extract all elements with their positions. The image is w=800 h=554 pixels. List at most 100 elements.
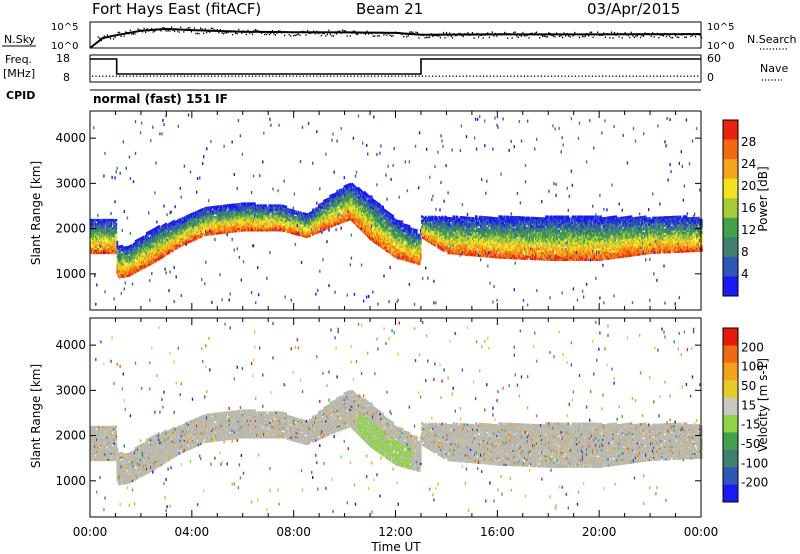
nsky-point [438, 35, 439, 37]
nsky-point [550, 33, 551, 35]
nsky-point [221, 32, 222, 34]
nsky-point [165, 30, 166, 32]
nsky-point [651, 36, 652, 38]
nsky-point [542, 36, 543, 38]
nsky-point [657, 33, 658, 35]
nsky-point [151, 28, 152, 30]
nsky-point [250, 32, 251, 34]
nsky-point [492, 31, 493, 33]
nsky-point [464, 33, 465, 35]
nsky-point [460, 33, 461, 35]
nsky-point [229, 30, 230, 32]
nsky-point [652, 32, 653, 34]
nsky-point [325, 35, 326, 37]
power-noise-point [181, 196, 182, 199]
power-noise-point [104, 152, 105, 155]
nsky-point [519, 35, 520, 37]
nsky-point [600, 35, 601, 37]
nsky-point [626, 34, 627, 36]
nsky-point [308, 33, 309, 35]
nsky-point [377, 35, 378, 37]
nsky-point [463, 36, 464, 38]
nsky-point [188, 27, 189, 29]
nsky-point [406, 36, 407, 38]
power-noise-point [221, 298, 222, 301]
power-noise-point [124, 210, 125, 213]
nsky-point [150, 29, 151, 31]
freq-trace [90, 59, 701, 76]
freq-series-line [90, 59, 701, 74]
power-noise-point [259, 174, 260, 177]
nsky-point [674, 33, 675, 35]
power-noise-point [114, 176, 115, 179]
nsky-point [286, 31, 287, 32]
power-noise-point [148, 211, 149, 214]
nsky-point [244, 32, 245, 33]
power-noise-point [321, 231, 322, 234]
nsky-point [299, 34, 300, 36]
nsky-point [341, 32, 342, 34]
power-noise-point [149, 299, 150, 302]
nsky-point [304, 31, 305, 33]
nsky-point [614, 32, 615, 34]
nsky-point [408, 35, 409, 37]
power-noise-point [201, 278, 202, 281]
nsky-point [336, 33, 337, 35]
power-data-point [117, 251, 119, 254]
power-noise-point [229, 299, 230, 302]
nsky-point [528, 37, 529, 39]
nsky-point [690, 36, 691, 38]
nsky-point [399, 32, 400, 34]
nsky-point [119, 32, 120, 34]
power-noise-point [362, 142, 363, 145]
power-noise-point [379, 152, 380, 155]
power-noise-point [176, 275, 177, 278]
nsky-point [533, 34, 534, 36]
power-noise-point [284, 180, 285, 183]
nsky-point [382, 32, 383, 33]
nsky-point [473, 37, 474, 39]
power-noise-point [174, 266, 175, 269]
nsky-point [261, 33, 262, 35]
nsky-point [168, 30, 169, 32]
nsky-point [255, 29, 256, 31]
nsky-point [370, 32, 371, 34]
power-data-point [158, 225, 160, 228]
nsky-point [490, 33, 491, 35]
nsky-point [446, 32, 447, 34]
nsky-point [619, 36, 620, 38]
nsky-tick-bottom-right: 10^0 [707, 41, 734, 52]
power-noise-point [135, 152, 136, 155]
nsky-point [502, 34, 503, 36]
nsky-point [501, 33, 502, 35]
nsky-point [391, 35, 392, 37]
nsky-point [121, 36, 122, 38]
nsky-point [509, 33, 510, 35]
power-data-point [286, 206, 288, 209]
nsky-point [267, 32, 268, 34]
nsky-point [545, 36, 546, 38]
nsky-point [429, 36, 430, 38]
nsky-point [305, 34, 306, 36]
power-noise-point [270, 124, 271, 127]
nsky-point [521, 35, 522, 37]
power-noise-point [262, 160, 263, 163]
nsky-point [253, 30, 254, 32]
power-noise-point [184, 165, 185, 168]
power-noise-point [181, 294, 182, 297]
power-noise-point [366, 296, 367, 299]
nsky-point [235, 33, 236, 35]
power-noise-point [149, 279, 150, 282]
power-noise-point [170, 211, 171, 214]
nsky-point [504, 32, 505, 34]
nsky-point [623, 34, 624, 36]
nsky-point [625, 32, 626, 34]
nsky-point [137, 28, 138, 30]
nsky-point [525, 35, 526, 37]
nsky-point [577, 34, 578, 36]
nsky-point [348, 31, 349, 33]
power-noise-point [257, 266, 258, 269]
nsky-point [296, 34, 297, 36]
nsky-point [376, 32, 377, 34]
